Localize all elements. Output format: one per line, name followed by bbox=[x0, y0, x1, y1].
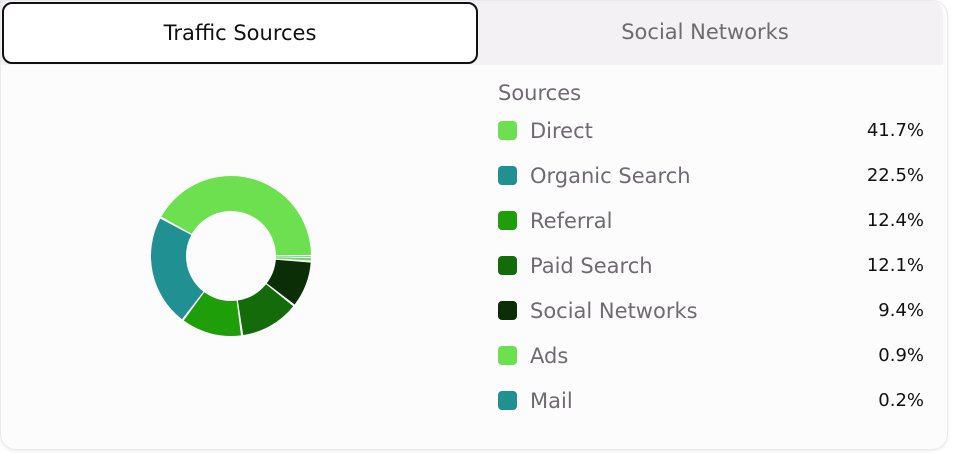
tab-traffic-sources[interactable]: Traffic Sources bbox=[2, 2, 478, 64]
donut-slice[interactable] bbox=[275, 257, 311, 261]
legend-value: 41.7% bbox=[866, 120, 924, 141]
legend-item[interactable]: Direct 41.7% bbox=[498, 108, 924, 153]
legend-label: Paid Search bbox=[530, 253, 653, 278]
legend-swatch bbox=[498, 391, 517, 410]
donut-chart bbox=[150, 175, 312, 336]
legend-swatch bbox=[498, 211, 517, 230]
legend-item[interactable]: Organic Search 22.5% bbox=[498, 153, 924, 198]
donut-slice[interactable] bbox=[183, 292, 241, 336]
legend-item[interactable]: Mail 0.2% bbox=[498, 378, 924, 423]
legend-value: 12.1% bbox=[866, 255, 924, 276]
legend-label: Referral bbox=[530, 208, 613, 233]
legend-value: 12.4% bbox=[866, 210, 924, 231]
donut-slice[interactable] bbox=[276, 256, 312, 257]
tab-social-networks[interactable]: Social Networks bbox=[621, 20, 789, 44]
legend-title: Sources bbox=[498, 81, 582, 105]
legend-swatch bbox=[498, 166, 517, 185]
legend-swatch bbox=[498, 121, 517, 140]
legend-label: Organic Search bbox=[530, 163, 691, 188]
donut-slice[interactable] bbox=[150, 218, 204, 320]
legend-swatch bbox=[498, 301, 517, 320]
legend-item[interactable]: Paid Search 12.1% bbox=[498, 243, 924, 288]
tab-bar: Traffic Sources Social Networks bbox=[1, 1, 943, 65]
legend-label: Social Networks bbox=[530, 298, 698, 323]
donut-slice[interactable] bbox=[161, 175, 311, 256]
legend-label: Mail bbox=[530, 388, 573, 413]
legend-value: 22.5% bbox=[866, 165, 924, 186]
legend-value: 9.4% bbox=[878, 300, 924, 321]
legend-item[interactable]: Ads 0.9% bbox=[498, 333, 924, 378]
legend-item[interactable]: Referral 12.4% bbox=[498, 198, 924, 243]
legend-swatch bbox=[498, 346, 517, 365]
legend-label: Ads bbox=[530, 343, 569, 368]
legend-value: 0.9% bbox=[878, 345, 924, 366]
legend: Direct 41.7% Organic Search 22.5% Referral 12… bbox=[498, 108, 924, 423]
donut-slice[interactable] bbox=[266, 259, 311, 305]
legend-label: Direct bbox=[530, 118, 593, 143]
legend-item[interactable]: Social Networks 9.4% bbox=[498, 288, 924, 333]
legend-value: 0.2% bbox=[878, 390, 924, 411]
donut-slice[interactable] bbox=[237, 284, 294, 336]
legend-swatch bbox=[498, 256, 517, 275]
